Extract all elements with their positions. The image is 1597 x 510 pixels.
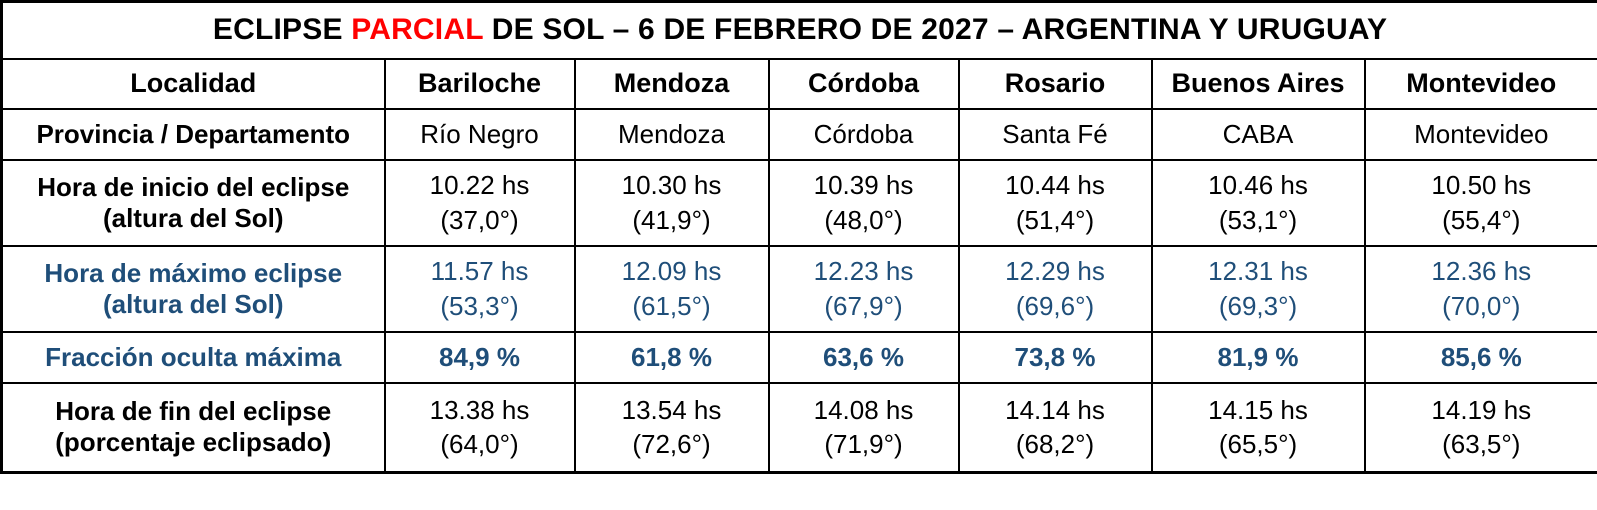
header-cell-cordoba: Córdoba [767, 57, 960, 110]
data-cell: 12.09 hs (61,5°) [573, 244, 770, 333]
row-label-hora-maximo: Hora de máximo eclipse (altura del Sol) [0, 244, 386, 333]
title-highlight-parcial: PARCIAL [351, 13, 484, 47]
header-cell-localidad: Localidad [0, 57, 386, 110]
data-cell: 12.29 hs (69,6°) [957, 244, 1153, 333]
data-cell: Río Negro [383, 107, 576, 161]
data-cell: CABA [1150, 107, 1366, 161]
data-cell: 13.38 hs (64,0°) [383, 381, 576, 474]
table-row-hora-maximo: Hora de máximo eclipse (altura del Sol) … [0, 244, 1597, 333]
header-cell-rosario: Rosario [957, 57, 1153, 110]
data-cell: 14.15 hs (65,5°) [1150, 381, 1366, 474]
data-cell: 12.31 hs (69,3°) [1150, 244, 1366, 333]
row-label-hora-inicio: Hora de inicio del eclipse (altura del S… [0, 158, 386, 247]
data-cell: Córdoba [767, 107, 960, 161]
table-row-hora-inicio: Hora de inicio del eclipse (altura del S… [0, 158, 1597, 247]
data-cell: 63,6 % [767, 330, 960, 384]
data-cell: 85,6 % [1363, 330, 1597, 384]
data-cell: 13.54 hs (72,6°) [573, 381, 770, 474]
table-row-fraccion-oculta: Fracción oculta máxima 84,9 % 61,8 % 63,… [0, 330, 1597, 384]
data-cell: 10.44 hs (51,4°) [957, 158, 1153, 247]
title-part-1: ECLIPSE [212, 13, 343, 47]
row-label-hora-fin: Hora de fin del eclipse (porcentaje ecli… [0, 381, 386, 474]
row-label-provincia: Provincia / Departamento [0, 107, 386, 161]
data-cell: 14.08 hs (71,9°) [767, 381, 960, 474]
data-cell: 14.14 hs (68,2°) [957, 381, 1153, 474]
data-cell: 11.57 hs (53,3°) [383, 244, 576, 333]
title-part-3: DE SOL – 6 DE FEBRERO DE 2027 – ARGENTIN… [491, 13, 1388, 47]
data-cell: Mendoza [573, 107, 770, 161]
data-cell: 81,9 % [1150, 330, 1366, 384]
data-cell: 10.50 hs (55,4°) [1363, 158, 1597, 247]
data-cell: 84,9 % [383, 330, 576, 384]
header-cell-bariloche: Bariloche [383, 57, 576, 110]
data-cell: 10.30 hs (41,9°) [573, 158, 770, 247]
header-cell-mendoza: Mendoza [573, 57, 770, 110]
data-cell: 10.39 hs (48,0°) [767, 158, 960, 247]
data-cell: 61,8 % [573, 330, 770, 384]
page-title: ECLIPSE PARCIAL DE SOL – 6 DE FEBRERO DE… [0, 0, 1597, 60]
data-cell: 10.22 hs (37,0°) [383, 158, 576, 247]
table-row-provincia: Provincia / Departamento Río Negro Mendo… [0, 107, 1597, 161]
table-row-hora-fin: Hora de fin del eclipse (porcentaje ecli… [0, 381, 1597, 474]
table-header-row: Localidad Bariloche Mendoza Córdoba Rosa… [0, 57, 1597, 110]
row-label-fraccion-oculta: Fracción oculta máxima [0, 330, 386, 384]
data-cell: 14.19 hs (63,5°) [1363, 381, 1597, 474]
data-cell: 12.23 hs (67,9°) [767, 244, 960, 333]
data-cell: Santa Fé [957, 107, 1153, 161]
header-cell-buenos-aires: Buenos Aires [1150, 57, 1366, 110]
data-cell: 73,8 % [957, 330, 1153, 384]
eclipse-table: ECLIPSE PARCIAL DE SOL – 6 DE FEBRERO DE… [0, 0, 1597, 474]
table-title-row: ECLIPSE PARCIAL DE SOL – 6 DE FEBRERO DE… [0, 0, 1597, 60]
data-cell: 12.36 hs (70,0°) [1363, 244, 1597, 333]
data-cell: Montevideo [1363, 107, 1597, 161]
header-cell-montevideo: Montevideo [1363, 57, 1597, 110]
data-cell: 10.46 hs (53,1°) [1150, 158, 1366, 247]
